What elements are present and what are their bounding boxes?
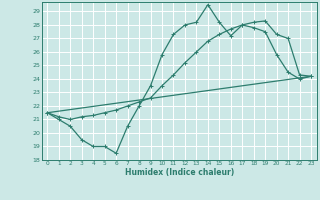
X-axis label: Humidex (Indice chaleur): Humidex (Indice chaleur) [124,168,234,177]
